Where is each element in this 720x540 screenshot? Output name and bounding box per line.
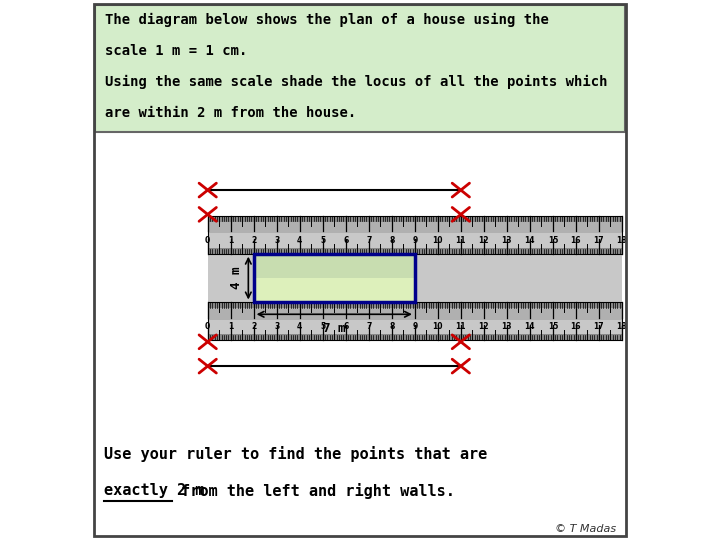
- Text: 6: 6: [343, 322, 348, 332]
- Bar: [253, 278, 415, 302]
- Text: 17: 17: [593, 322, 604, 332]
- Text: The diagram below shows the plan of a house using the: The diagram below shows the plan of a ho…: [105, 12, 549, 26]
- Text: from the left and right walls.: from the left and right walls.: [172, 483, 455, 500]
- Bar: [208, 248, 622, 254]
- Text: scale 1 m = 1 cm.: scale 1 m = 1 cm.: [105, 44, 248, 58]
- Text: 2: 2: [251, 322, 256, 332]
- Text: are within 2 m from the house.: are within 2 m from the house.: [105, 106, 356, 120]
- Text: 14: 14: [525, 236, 535, 245]
- Bar: [208, 216, 622, 340]
- Text: 12: 12: [479, 236, 489, 245]
- Text: 8: 8: [389, 236, 395, 245]
- Text: 10: 10: [433, 322, 443, 332]
- Text: 7: 7: [366, 322, 372, 332]
- Text: 13: 13: [502, 322, 512, 332]
- Bar: [208, 233, 622, 248]
- Text: 14: 14: [525, 322, 535, 332]
- Text: Using the same scale shade the locus of all the points which: Using the same scale shade the locus of …: [105, 75, 608, 89]
- Bar: [208, 216, 622, 254]
- Text: 7: 7: [366, 236, 372, 245]
- Text: 17: 17: [593, 236, 604, 245]
- Text: 9: 9: [412, 236, 418, 245]
- Text: 1: 1: [228, 322, 233, 332]
- Bar: [253, 254, 415, 302]
- Text: exactly 2 m: exactly 2 m: [104, 483, 204, 498]
- Text: 18: 18: [616, 236, 627, 245]
- Text: 11: 11: [456, 236, 466, 245]
- Text: 1: 1: [228, 236, 233, 245]
- Text: Use your ruler to find the points that are: Use your ruler to find the points that a…: [104, 446, 487, 462]
- Bar: [208, 302, 622, 340]
- Text: 2: 2: [251, 236, 256, 245]
- Text: 16: 16: [571, 236, 581, 245]
- Text: 4: 4: [297, 236, 302, 245]
- Text: 3: 3: [274, 236, 279, 245]
- Text: 13: 13: [502, 236, 512, 245]
- Text: 18: 18: [616, 322, 627, 332]
- Text: 6: 6: [343, 236, 348, 245]
- Bar: [208, 216, 622, 254]
- Text: 11: 11: [456, 322, 466, 332]
- Bar: [95, 5, 625, 132]
- Text: 8: 8: [389, 322, 395, 332]
- Text: 4: 4: [297, 322, 302, 332]
- Text: 0: 0: [205, 322, 210, 332]
- Text: 16: 16: [571, 322, 581, 332]
- Text: 5: 5: [320, 236, 325, 245]
- Text: 15: 15: [548, 236, 558, 245]
- Text: 5: 5: [320, 322, 325, 332]
- Text: 7 m: 7 m: [323, 322, 346, 335]
- Text: 15: 15: [548, 322, 558, 332]
- Text: 12: 12: [479, 322, 489, 332]
- Text: © T Madas: © T Madas: [555, 523, 616, 534]
- Bar: [208, 320, 622, 334]
- Bar: [253, 254, 415, 278]
- Bar: [208, 334, 622, 340]
- Text: 0: 0: [205, 236, 210, 245]
- Bar: [208, 216, 622, 222]
- Text: 3: 3: [274, 322, 279, 332]
- Text: 10: 10: [433, 236, 443, 245]
- Text: 9: 9: [412, 322, 418, 332]
- Bar: [208, 302, 622, 308]
- Text: 4 m: 4 m: [230, 267, 243, 289]
- Bar: [208, 302, 622, 340]
